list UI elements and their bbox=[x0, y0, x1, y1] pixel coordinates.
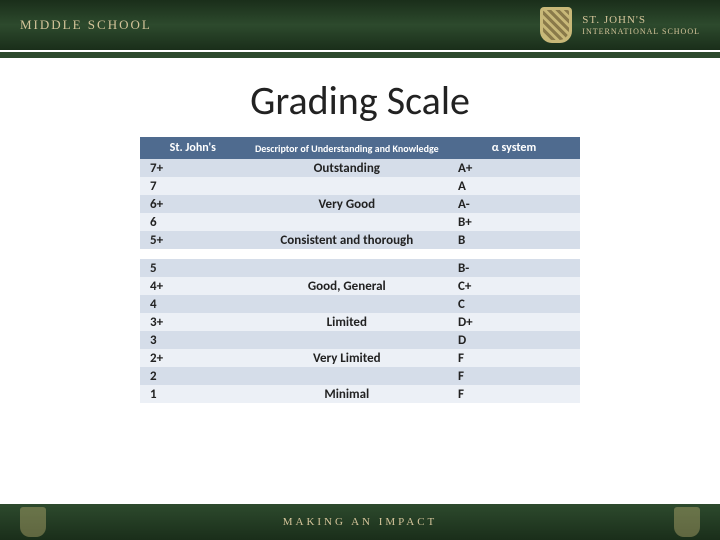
gap-cell bbox=[140, 249, 580, 259]
table-row: 5+Consistent and thoroughB bbox=[140, 231, 580, 249]
footer-crest-right-icon bbox=[674, 507, 700, 537]
banner-right-group: ST. JOHN'S INTERNATIONAL SCHOOL bbox=[540, 7, 700, 43]
bottom-banner: MAKING AN IMPACT bbox=[0, 504, 720, 540]
school-name: ST. JOHN'S INTERNATIONAL SCHOOL bbox=[582, 14, 700, 37]
table-row: 5 B- bbox=[140, 259, 580, 277]
banner-left-text: MIDDLE SCHOOL bbox=[20, 17, 152, 33]
table-row: 3+LimitedD+ bbox=[140, 313, 580, 331]
table-row: 7+OutstandingA+ bbox=[140, 159, 580, 177]
table-gap-row bbox=[140, 249, 580, 259]
grading-table-wrap: St. John's Descriptor of Understanding a… bbox=[140, 137, 580, 403]
table-row: 1MinimalF bbox=[140, 385, 580, 403]
table-body: 7+OutstandingA+7A6+Very GoodA-6B+5+Consi… bbox=[140, 159, 580, 403]
cell-descriptor bbox=[246, 295, 448, 313]
top-banner: MIDDLE SCHOOL ST. JOHN'S INTERNATIONAL S… bbox=[0, 0, 720, 50]
cell-alpha: D bbox=[448, 331, 580, 349]
grading-table: St. John's Descriptor of Understanding a… bbox=[140, 137, 580, 403]
accent-line bbox=[0, 52, 720, 58]
cell-grade: 7+ bbox=[140, 159, 246, 177]
school-crest-icon bbox=[540, 7, 572, 43]
cell-descriptor bbox=[246, 331, 448, 349]
cell-alpha: F bbox=[448, 349, 580, 367]
col-header-descriptor: Descriptor of Understanding and Knowledg… bbox=[246, 137, 448, 159]
cell-grade: 5 bbox=[140, 259, 246, 277]
cell-alpha: D+ bbox=[448, 313, 580, 331]
cell-descriptor: Limited bbox=[246, 313, 448, 331]
col-header-stjohns: St. John's bbox=[140, 137, 246, 159]
table-header-row: St. John's Descriptor of Understanding a… bbox=[140, 137, 580, 159]
cell-descriptor: Very Limited bbox=[246, 349, 448, 367]
cell-descriptor bbox=[246, 259, 448, 277]
cell-grade: 3 bbox=[140, 331, 246, 349]
cell-grade: 4 bbox=[140, 295, 246, 313]
table-row: 7A bbox=[140, 177, 580, 195]
cell-descriptor bbox=[246, 177, 448, 195]
cell-grade: 2+ bbox=[140, 349, 246, 367]
table-row: 3D bbox=[140, 331, 580, 349]
cell-alpha: A+ bbox=[448, 159, 580, 177]
col-header-alpha: α system bbox=[448, 137, 580, 159]
table-row: 2F bbox=[140, 367, 580, 385]
table-row: 6 B+ bbox=[140, 213, 580, 231]
cell-alpha: C bbox=[448, 295, 580, 313]
footer-text: MAKING AN IMPACT bbox=[283, 516, 438, 528]
cell-alpha: F bbox=[448, 367, 580, 385]
cell-descriptor bbox=[246, 213, 448, 231]
cell-alpha: B- bbox=[448, 259, 580, 277]
cell-grade: 5+ bbox=[140, 231, 246, 249]
cell-alpha: B bbox=[448, 231, 580, 249]
cell-grade: 6+ bbox=[140, 195, 246, 213]
cell-grade: 1 bbox=[140, 385, 246, 403]
cell-alpha: A- bbox=[448, 195, 580, 213]
cell-alpha: F bbox=[448, 385, 580, 403]
table-row: 2+Very LimitedF bbox=[140, 349, 580, 367]
cell-grade: 3+ bbox=[140, 313, 246, 331]
cell-alpha: A bbox=[448, 177, 580, 195]
school-name-sub: INTERNATIONAL SCHOOL bbox=[582, 27, 700, 37]
table-row: 4C bbox=[140, 295, 580, 313]
cell-descriptor: Minimal bbox=[246, 385, 448, 403]
school-name-top: ST. JOHN'S bbox=[582, 14, 646, 26]
cell-descriptor: Consistent and thorough bbox=[246, 231, 448, 249]
cell-grade: 6 bbox=[140, 213, 246, 231]
cell-grade: 4+ bbox=[140, 277, 246, 295]
cell-descriptor: Very Good bbox=[246, 195, 448, 213]
cell-alpha: B+ bbox=[448, 213, 580, 231]
table-row: 4+Good, GeneralC+ bbox=[140, 277, 580, 295]
cell-alpha: C+ bbox=[448, 277, 580, 295]
cell-grade: 2 bbox=[140, 367, 246, 385]
cell-descriptor: Outstanding bbox=[246, 159, 448, 177]
cell-descriptor bbox=[246, 367, 448, 385]
cell-descriptor: Good, General bbox=[246, 277, 448, 295]
cell-grade: 7 bbox=[140, 177, 246, 195]
page-title: Grading Scale bbox=[0, 76, 720, 125]
table-row: 6+Very GoodA- bbox=[140, 195, 580, 213]
footer-crest-left-icon bbox=[20, 507, 46, 537]
